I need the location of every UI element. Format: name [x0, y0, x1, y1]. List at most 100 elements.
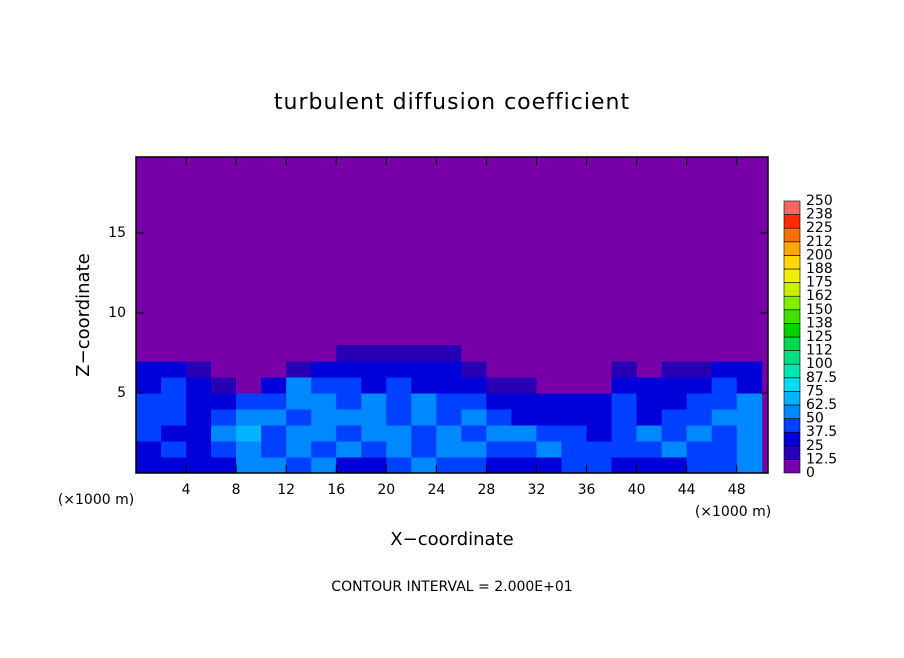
cell [136, 425, 162, 442]
cell [386, 409, 412, 426]
colorbar-swatch [783, 295, 801, 311]
cell [561, 361, 588, 378]
cell [686, 457, 713, 474]
colorbar-label: 150 [806, 302, 833, 318]
cell [136, 377, 162, 394]
cell [386, 377, 412, 394]
cell [611, 361, 638, 378]
cell [311, 393, 337, 410]
cell [136, 393, 162, 410]
x-tick-label: 8 [232, 482, 241, 498]
cell [561, 409, 588, 426]
cell [386, 361, 412, 378]
cell [236, 441, 262, 458]
x-tick-label: 28 [478, 482, 496, 498]
cell [661, 361, 688, 378]
cell [486, 441, 512, 458]
cell [286, 457, 312, 474]
cell [611, 345, 638, 362]
cell [661, 425, 688, 442]
cell [436, 457, 462, 474]
cell [336, 441, 362, 458]
colorbar-label: 0 [806, 465, 815, 481]
cell [136, 361, 162, 378]
cell [186, 457, 212, 474]
colorbar-swatch [783, 200, 801, 215]
cell [411, 393, 437, 410]
cell [661, 441, 688, 458]
cell [736, 361, 763, 378]
footer-note: CONTOUR INTERVAL = 2.000E+01 [331, 579, 572, 595]
cell [361, 361, 387, 378]
cell [511, 393, 537, 410]
cell [286, 377, 312, 394]
chart-title: turbulent diffusion coefficient [274, 90, 630, 115]
cell [686, 393, 713, 410]
cell [436, 361, 462, 378]
cell [561, 345, 588, 362]
cell [736, 377, 763, 394]
colorbar-label: 62.5 [806, 397, 837, 413]
colorbar-swatch [783, 309, 801, 324]
cell [661, 457, 688, 474]
cell [586, 441, 613, 458]
cell [411, 345, 437, 362]
cell [411, 409, 437, 426]
cell [286, 393, 312, 410]
cell [361, 425, 387, 442]
x-tick-label: 36 [578, 482, 596, 498]
x-tick-label: 32 [528, 482, 546, 498]
cell [686, 441, 713, 458]
colorbar-swatch [783, 227, 801, 243]
cell [386, 457, 412, 474]
cell [411, 425, 437, 442]
cell [711, 425, 738, 442]
x-unit-label: (×1000 m) [695, 504, 771, 520]
x-axis-label: X−coordinate [390, 529, 513, 550]
cell [136, 409, 162, 426]
cell [486, 409, 512, 426]
cell [411, 377, 437, 394]
cell [236, 457, 262, 474]
colorbar-swatch [783, 418, 801, 433]
cell [236, 345, 262, 362]
cell [736, 457, 763, 474]
cell [361, 345, 387, 362]
cell [211, 345, 237, 362]
cell [711, 441, 738, 458]
colorbar-swatch [783, 255, 801, 270]
cell [361, 377, 387, 394]
colorbar-swatch [783, 350, 801, 365]
cell [336, 457, 362, 474]
colorbar-label: 25 [806, 438, 824, 454]
cell [736, 441, 763, 458]
cell [336, 393, 362, 410]
colorbar-swatch [783, 404, 801, 419]
cell [736, 409, 763, 426]
cell [461, 361, 487, 378]
cell [636, 441, 663, 458]
cell [186, 345, 212, 362]
cell [311, 409, 337, 426]
cell [736, 425, 763, 442]
colorbar-swatch [783, 214, 801, 229]
colorbar-label: 37.5 [806, 424, 837, 440]
cell [436, 393, 462, 410]
cell [261, 393, 287, 410]
cell [711, 409, 738, 426]
cell [461, 441, 487, 458]
cell [161, 361, 187, 378]
colorbar-label: 125 [806, 329, 833, 345]
cell [236, 361, 262, 378]
cell [536, 457, 563, 474]
cell [586, 361, 613, 378]
cell [711, 457, 738, 474]
cell [211, 409, 237, 426]
cell [711, 361, 738, 378]
x-tick-label: 16 [327, 482, 345, 498]
colorbar-label: 175 [806, 275, 833, 291]
cell [336, 361, 362, 378]
cell [636, 345, 663, 362]
cell [361, 409, 387, 426]
